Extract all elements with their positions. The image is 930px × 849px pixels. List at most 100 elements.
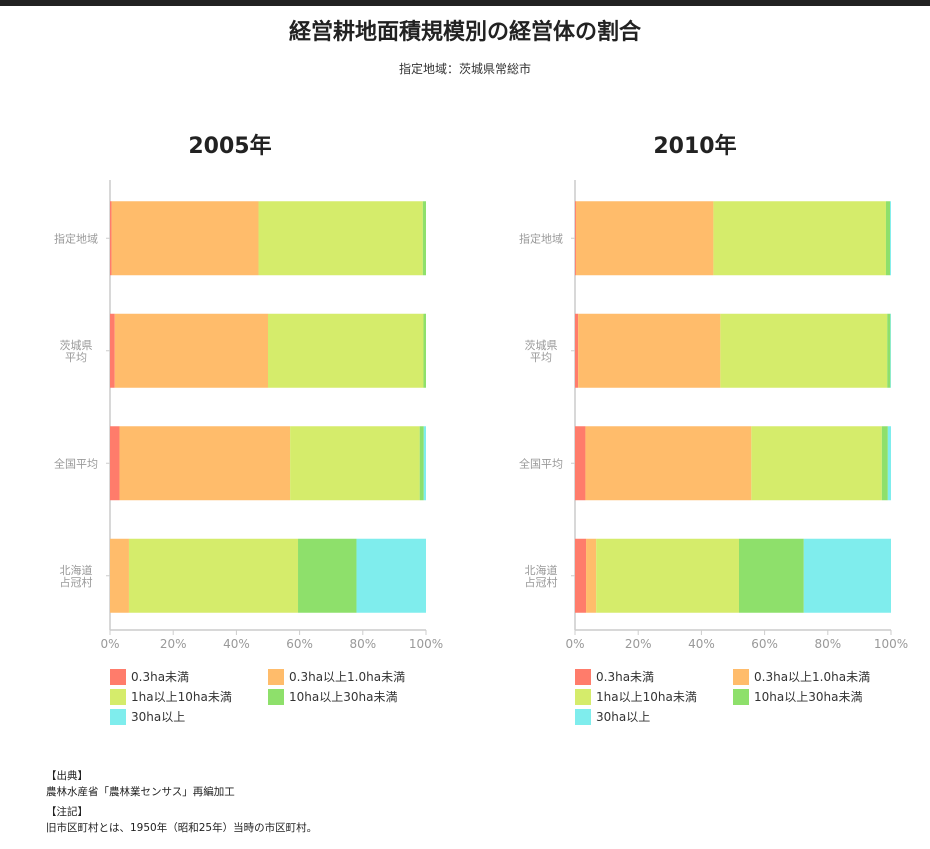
bar-segment	[575, 426, 586, 501]
bar-segment	[586, 538, 597, 613]
bar-segment	[423, 313, 426, 388]
region-subtitle: 指定地域：茨城県常総市	[398, 62, 531, 76]
legend-swatch	[733, 669, 749, 685]
bar-segment	[290, 426, 420, 501]
x-tick-label: 100%	[409, 637, 443, 651]
legend-swatch	[110, 669, 126, 685]
category-label-line: 占冠村	[525, 575, 558, 589]
category-label-line: 占冠村	[60, 575, 93, 589]
bar-segment	[110, 538, 129, 613]
bar-segment	[128, 538, 299, 613]
x-tick-label: 20%	[625, 637, 652, 651]
bar-segment	[881, 426, 888, 501]
category-label: 全国平均	[54, 456, 98, 470]
bar-segment	[258, 201, 423, 276]
bar-segment	[596, 538, 740, 613]
legend-swatch	[575, 689, 591, 705]
category-label: 北海道占冠村	[525, 563, 558, 589]
footnotes: 【出典】 農林水産省「農林業センサス」再編加工 【注記】 旧市区町村とは、195…	[46, 768, 317, 836]
x-tick-label: 0%	[565, 637, 584, 651]
bar-segment	[111, 201, 259, 276]
page-title: 経営耕地面積規模別の経営体の割合	[288, 20, 641, 45]
bar-segment	[575, 313, 579, 388]
x-tick-label: 40%	[688, 637, 715, 651]
legend-label: 30ha以上	[131, 710, 186, 724]
x-tick-label: 40%	[223, 637, 250, 651]
legend-swatch	[733, 689, 749, 705]
legend-swatch	[268, 669, 284, 685]
x-tick-label: 20%	[160, 637, 187, 651]
category-label-line: 北海道	[60, 563, 93, 577]
legend-swatch	[110, 689, 126, 705]
category-label: 指定地域	[519, 231, 563, 245]
bar-segment	[356, 538, 426, 613]
legend-label: 0.3ha未満	[596, 670, 655, 684]
legend-swatch	[575, 669, 591, 685]
legend-swatch	[268, 689, 284, 705]
legend-label: 0.3ha以上1.0ha未満	[289, 670, 406, 684]
legend-label: 10ha以上30ha未満	[754, 690, 863, 704]
bar-segment	[298, 538, 357, 613]
bar-segment	[575, 201, 714, 276]
category-label: 北海道占冠村	[60, 563, 93, 589]
category-label-line: 平均	[530, 351, 552, 364]
top-bar	[0, 0, 930, 6]
bar-segment	[423, 426, 426, 501]
legend-swatch	[575, 709, 591, 725]
bar-segment	[751, 426, 882, 501]
bar-segment	[110, 426, 120, 501]
x-tick-label: 60%	[286, 637, 313, 651]
note-heading: 【注記】	[46, 806, 88, 818]
x-tick-label: 80%	[814, 637, 841, 651]
bar-segment	[890, 313, 891, 388]
bar-segment	[575, 538, 587, 613]
source-heading: 【出典】	[46, 770, 88, 782]
bar-segment	[114, 313, 269, 388]
legend-label: 0.3ha未満	[131, 670, 190, 684]
bar-segment	[739, 538, 804, 613]
category-label: 指定地域	[54, 231, 98, 245]
bar-segment	[713, 201, 886, 276]
category-label-line: 北海道	[525, 563, 558, 577]
bar-segment	[887, 313, 891, 388]
x-tick-label: 60%	[751, 637, 778, 651]
category-label-line: 指定地域	[54, 231, 98, 245]
category-label: 全国平均	[519, 456, 563, 470]
bar-segment	[885, 201, 891, 276]
legend-label: 1ha以上10ha未満	[131, 690, 232, 704]
category-label-line: 指定地域	[519, 231, 563, 245]
bar-segment	[803, 538, 891, 613]
legend-label: 10ha以上30ha未満	[289, 690, 398, 704]
bar-segment	[110, 313, 115, 388]
x-tick-label: 0%	[100, 637, 119, 651]
bar-segment	[887, 426, 891, 501]
x-tick-label: 100%	[874, 637, 908, 651]
bar-segment	[575, 201, 576, 276]
legend-label: 30ha以上	[596, 710, 651, 724]
bar-segment	[119, 426, 291, 501]
chart-title: 2005年	[188, 134, 272, 159]
source-text: 農林水産省「農林業センサス」再編加工	[46, 786, 235, 798]
bar-segment	[585, 426, 752, 501]
legend-swatch	[110, 709, 126, 725]
chart-panel-2010: 2010年 指定地域茨城県平均全国平均北海道占冠村 0% 20% 40% 60% 80% 1…	[465, 110, 930, 740]
category-label: 茨城県平均	[525, 338, 558, 364]
note-text: 旧市区町村とは、1950年（昭和25年）当時の市区町村。	[46, 822, 318, 834]
bar-segment	[422, 201, 426, 276]
bar-segment	[268, 313, 424, 388]
category-label-line: 茨城県	[60, 338, 93, 352]
category-label: 茨城県平均	[60, 338, 93, 364]
category-label-line: 茨城県	[525, 338, 558, 352]
bar-segment	[110, 201, 112, 276]
legend-label: 0.3ha以上1.0ha未満	[754, 670, 871, 684]
bar-segment	[419, 426, 424, 501]
bar-segment	[890, 201, 891, 276]
x-tick-label: 80%	[349, 637, 376, 651]
chart-title: 2010年	[653, 134, 737, 159]
category-label-line: 平均	[65, 351, 87, 364]
category-label-line: 全国平均	[54, 456, 98, 470]
legend-label: 1ha以上10ha未満	[596, 690, 697, 704]
bar-segment	[720, 313, 888, 388]
